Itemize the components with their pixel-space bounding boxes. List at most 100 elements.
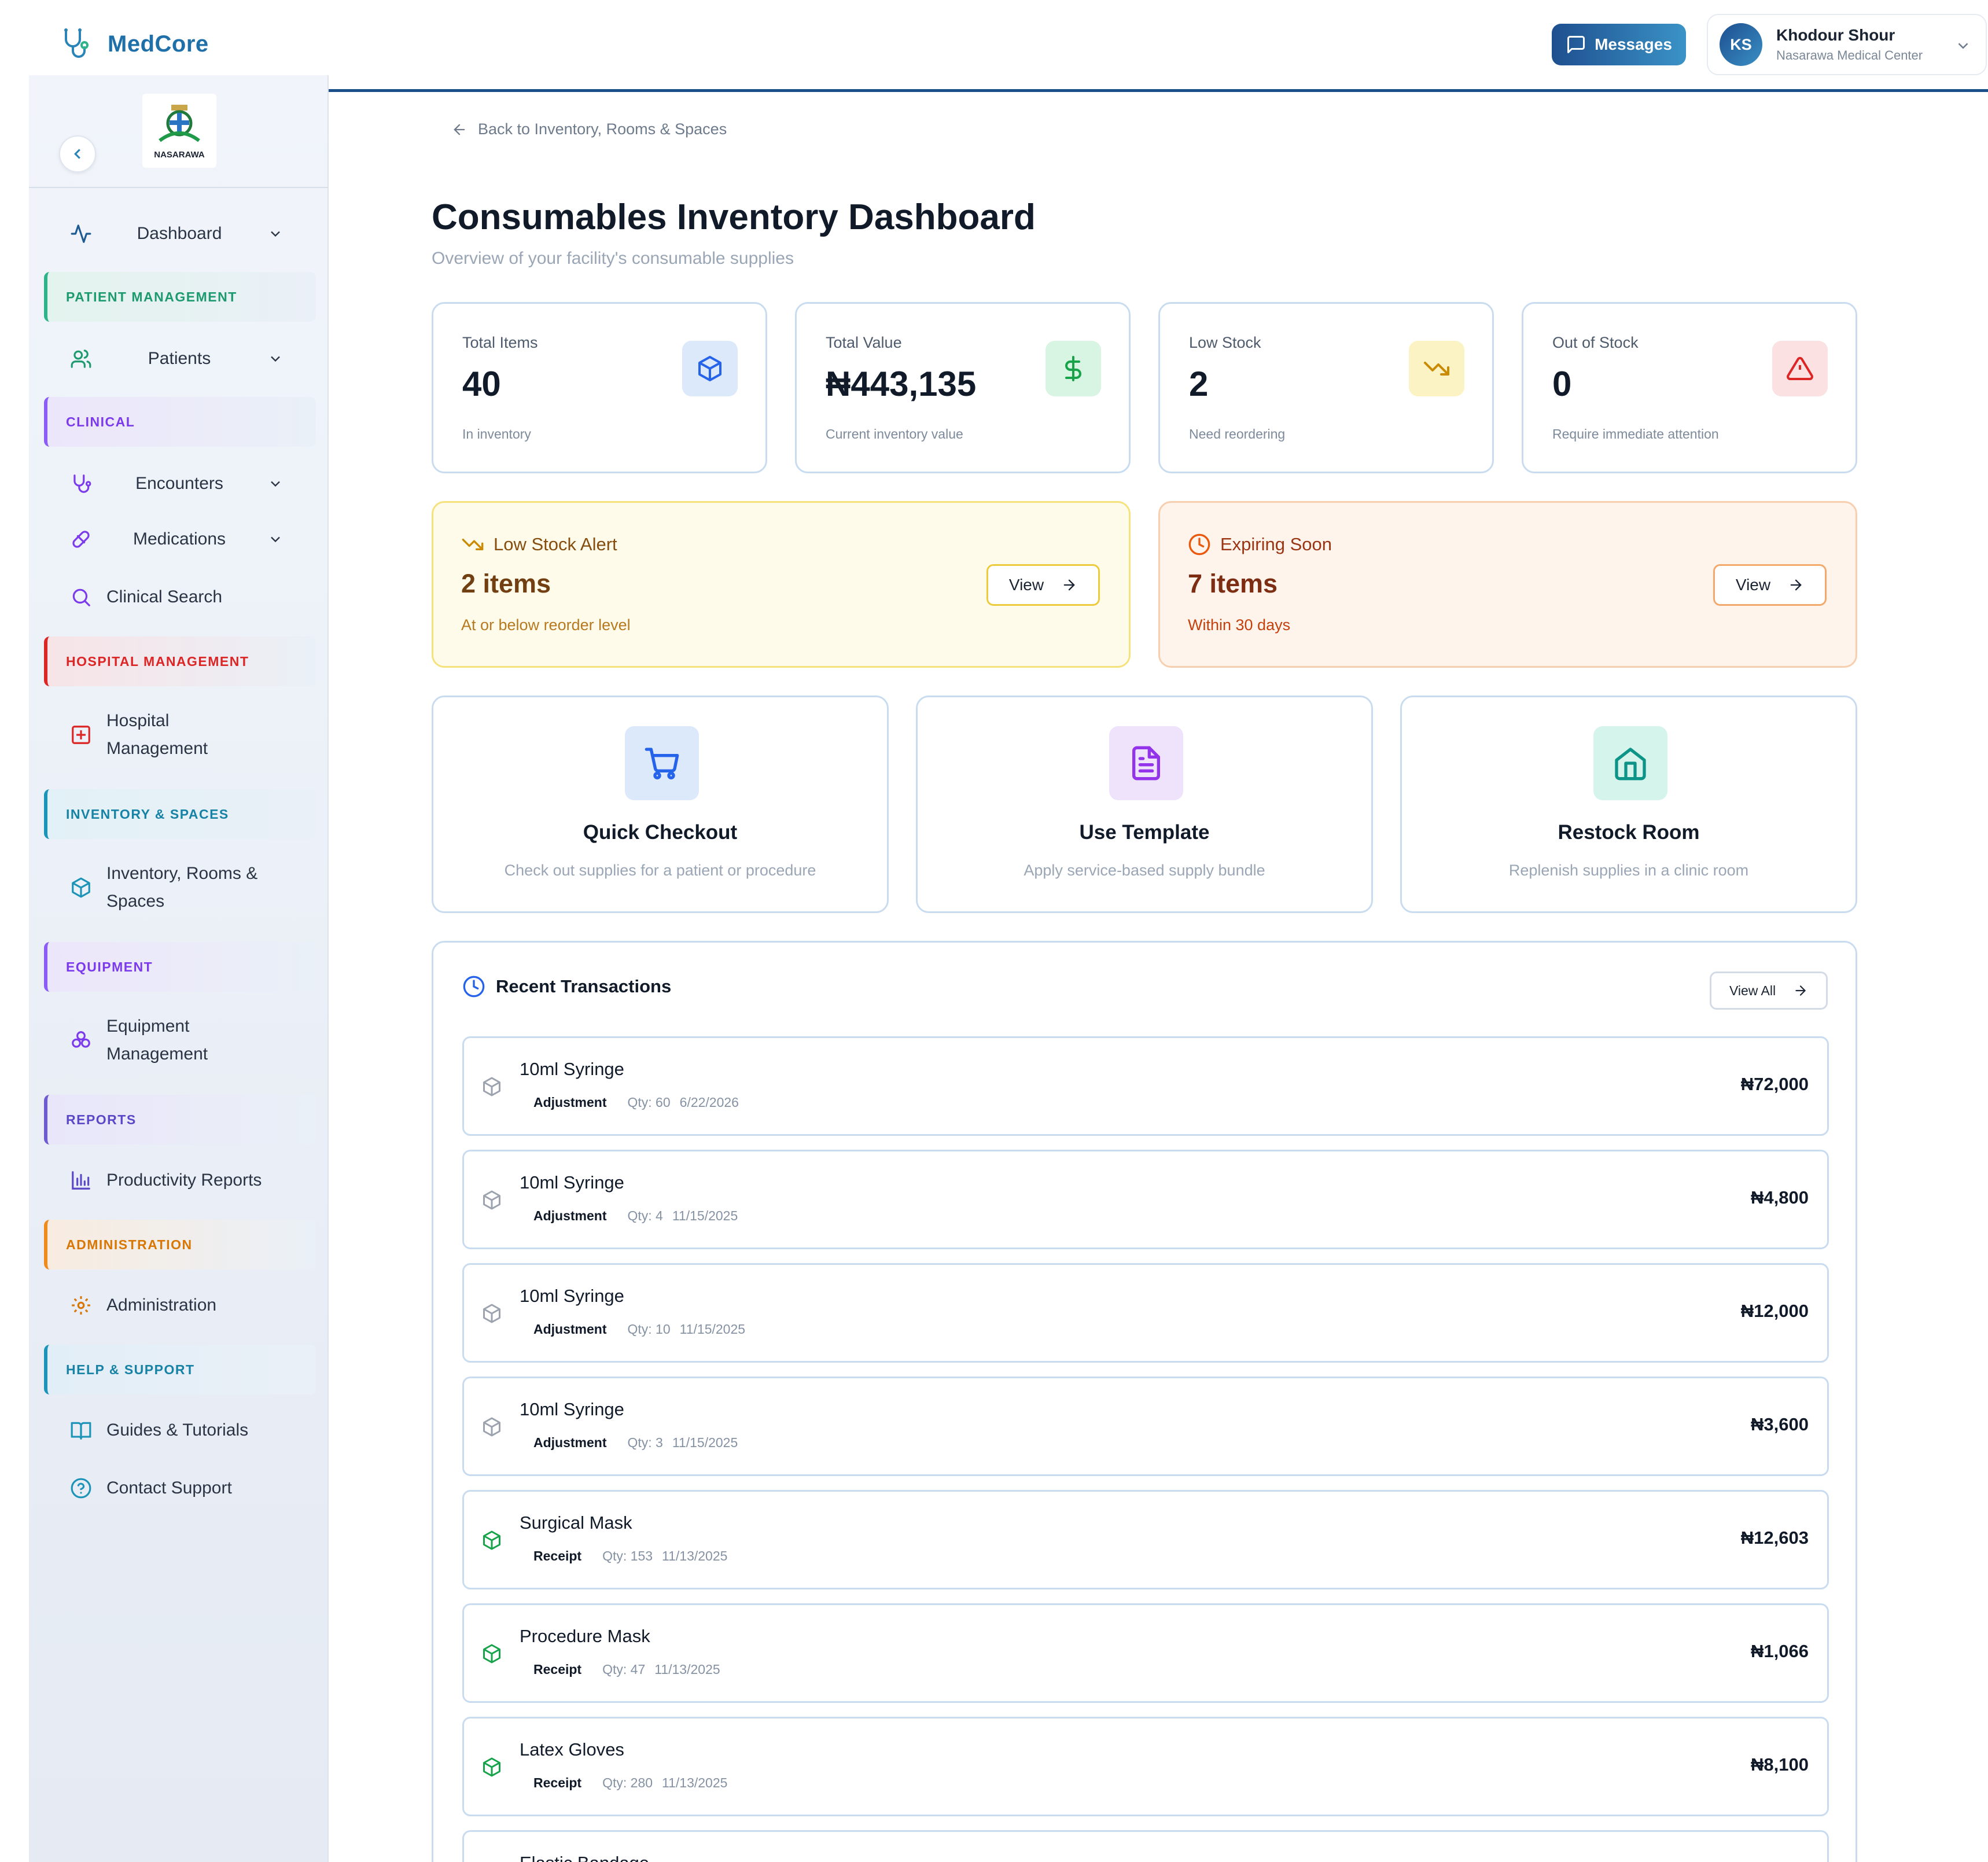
sidebar-divider [29,187,329,188]
trending-down-icon [1409,341,1464,396]
nasarawa-logo-icon [159,104,200,142]
view-all-button[interactable]: View All [1710,972,1828,1010]
facility-logo: NASARAWA [142,94,216,168]
sidebar-item-label: Patients [148,349,211,368]
expiring-soon-view-button[interactable]: View [1713,564,1827,606]
shopping-cart-icon [625,726,699,800]
sidebar-item-label: Management [106,739,208,758]
alert-count: 2 items [461,569,551,598]
messages-button[interactable]: Messages [1552,24,1686,65]
low-stock-view-button[interactable]: View [986,564,1100,606]
box-icon [483,1190,500,1210]
quick-checkout-card[interactable]: Quick Checkout Check out supplies for a … [432,696,889,913]
sidebar-item-equipment[interactable]: Equipment Management [29,1011,329,1069]
transaction-qty: Qty: 10 [627,1322,671,1337]
sidebar-item-label: Encounters [135,474,223,493]
transaction-qty: Qty: 153 [602,1548,653,1563]
sidebar-item-inventory[interactable]: Inventory, Rooms & Spaces [29,859,329,917]
section-help-support: HELP & SUPPORT [44,1345,316,1394]
sidebar-item-label: Medications [132,529,226,549]
stethoscope-icon [69,472,93,495]
action-title: Quick Checkout [583,821,738,844]
sidebar-item-label: Hospital [106,711,170,730]
hospital-icon [69,723,93,746]
box-icon [483,1417,500,1437]
transaction-type-badge: Receipt [533,1775,582,1790]
transaction-type-badge: Adjustment [533,1435,607,1450]
low-stock-alert-card: Low Stock Alert 2 items At or below reor… [432,501,1131,668]
stat-card-out-of-stock: Out of Stock 0 Require immediate attenti… [1522,302,1857,473]
dollar-icon [1045,341,1101,396]
sidebar-item-productivity-reports[interactable]: Productivity Reports [29,1166,329,1194]
back-link[interactable]: Back to Inventory, Rooms & Spaces [451,120,727,138]
transaction-type-badge: Receipt [533,1548,582,1563]
transaction-row[interactable]: 10ml Syringe Adjustment Qty: 3 11/15/2025 … [462,1377,1829,1476]
app-name: MedCore [108,31,209,57]
transaction-amount: ₦72,000 [1740,1074,1809,1094]
sidebar-item-dashboard[interactable]: Dashboard [29,220,329,248]
transaction-date: 6/22/2026 [679,1095,739,1110]
transaction-row[interactable]: Surgical Mask Receipt Qty: 153 11/13/2025 … [462,1490,1829,1589]
restock-room-card[interactable]: Restock Room Replenish supplies in a cli… [1400,696,1857,913]
brand[interactable]: MedCore [58,25,209,62]
transaction-row[interactable]: 10ml Syringe Adjustment Qty: 10 11/15/2025… [462,1263,1829,1363]
box-icon [483,1077,500,1096]
transaction-amount: ₦12,000 [1740,1301,1809,1321]
alert-count: 7 items [1188,569,1278,598]
transaction-row[interactable]: 10ml Syringe Adjustment Qty: 4 11/15/2025 … [462,1150,1829,1249]
sidebar-item-administration[interactable]: Administration [29,1291,329,1319]
chevron-down-icon [271,481,280,487]
transaction-row[interactable]: 10ml Syringe Adjustment Qty: 60 6/22/2026 … [462,1036,1829,1136]
transaction-date: 11/13/2025 [662,1775,728,1790]
transaction-date: 11/13/2025 [654,1662,720,1677]
sidebar-item-guides[interactable]: Guides & Tutorials [29,1416,329,1444]
transaction-type-badge: Adjustment [533,1208,607,1223]
view-label: View [1008,576,1044,594]
sidebar-collapse-button[interactable] [59,135,96,172]
alert-sub: At or below reorder level [461,616,631,634]
facility-logo-text: NASARAWA [154,149,205,160]
sidebar-item-label: Clinical Search [106,587,223,606]
message-square-icon [1567,36,1585,53]
sidebar-item-encounters[interactable]: Encounters [29,470,329,498]
transaction-qty: Qty: 60 [627,1095,671,1110]
chevron-down-icon [271,356,280,362]
transaction-row[interactable]: Procedure Mask Receipt Qty: 47 11/13/2025 … [462,1603,1829,1703]
sidebar-item-medications[interactable]: Medications [29,525,329,553]
page-title: Consumables Inventory Dashboard [432,197,1036,237]
alert-title: Low Stock Alert [494,534,617,554]
action-desc: Replenish supplies in a clinic room [1508,862,1749,879]
arrow-right-icon [1063,579,1075,591]
use-template-card[interactable]: Use Template Apply service-based supply … [916,696,1373,913]
sidebar-item-patients[interactable]: Patients [29,345,329,373]
alert-triangle-icon [1772,341,1828,396]
sidebar-item-label: Equipment [106,1017,190,1036]
sidebar-item-contact-support[interactable]: Contact Support [29,1474,329,1502]
transaction-amount: ₦12,603 [1740,1528,1809,1548]
sidebar-item-hospital-management[interactable]: Hospital Management [29,706,329,764]
clock-icon [1188,533,1210,555]
sidebar: NASARAWA Dashboard PATIENT MANAGEMENT Pa… [29,75,329,1862]
transaction-date: 11/13/2025 [662,1548,728,1563]
chevron-down-icon [1958,43,1968,49]
stat-sub: In inventory [462,426,531,441]
transaction-amount: ₦4,800 [1751,1187,1809,1208]
recent-transactions-panel: Recent Transactions View All 10ml Syring… [432,941,1857,1862]
expiring-soon-alert-card: Expiring Soon 7 items Within 30 days Vie… [1158,501,1857,668]
transaction-qty: Qty: 47 [602,1662,646,1677]
arrow-left-icon [454,124,465,135]
package-plus-icon [483,1644,500,1664]
box-icon [483,1304,500,1323]
page-subtitle: Overview of your facility's consumable s… [432,249,794,268]
user-menu[interactable]: KS Khodour Shour Nasarawa Medical Center [1707,14,1987,75]
transaction-row[interactable]: Elastic Bandage [462,1830,1829,1862]
section-clinical: CLINICAL [44,397,316,447]
section-inventory-spaces: INVENTORY & SPACES [44,789,316,839]
arrow-right-icon [1795,985,1806,996]
transaction-row[interactable]: Latex Gloves Receipt Qty: 280 11/13/2025 ₦… [462,1717,1829,1816]
action-desc: Apply service-based supply bundle [1024,862,1265,879]
bar-chart-icon [69,1169,93,1192]
sidebar-item-clinical-search[interactable]: Clinical Search [29,583,329,611]
transaction-date: 11/15/2025 [672,1208,738,1223]
